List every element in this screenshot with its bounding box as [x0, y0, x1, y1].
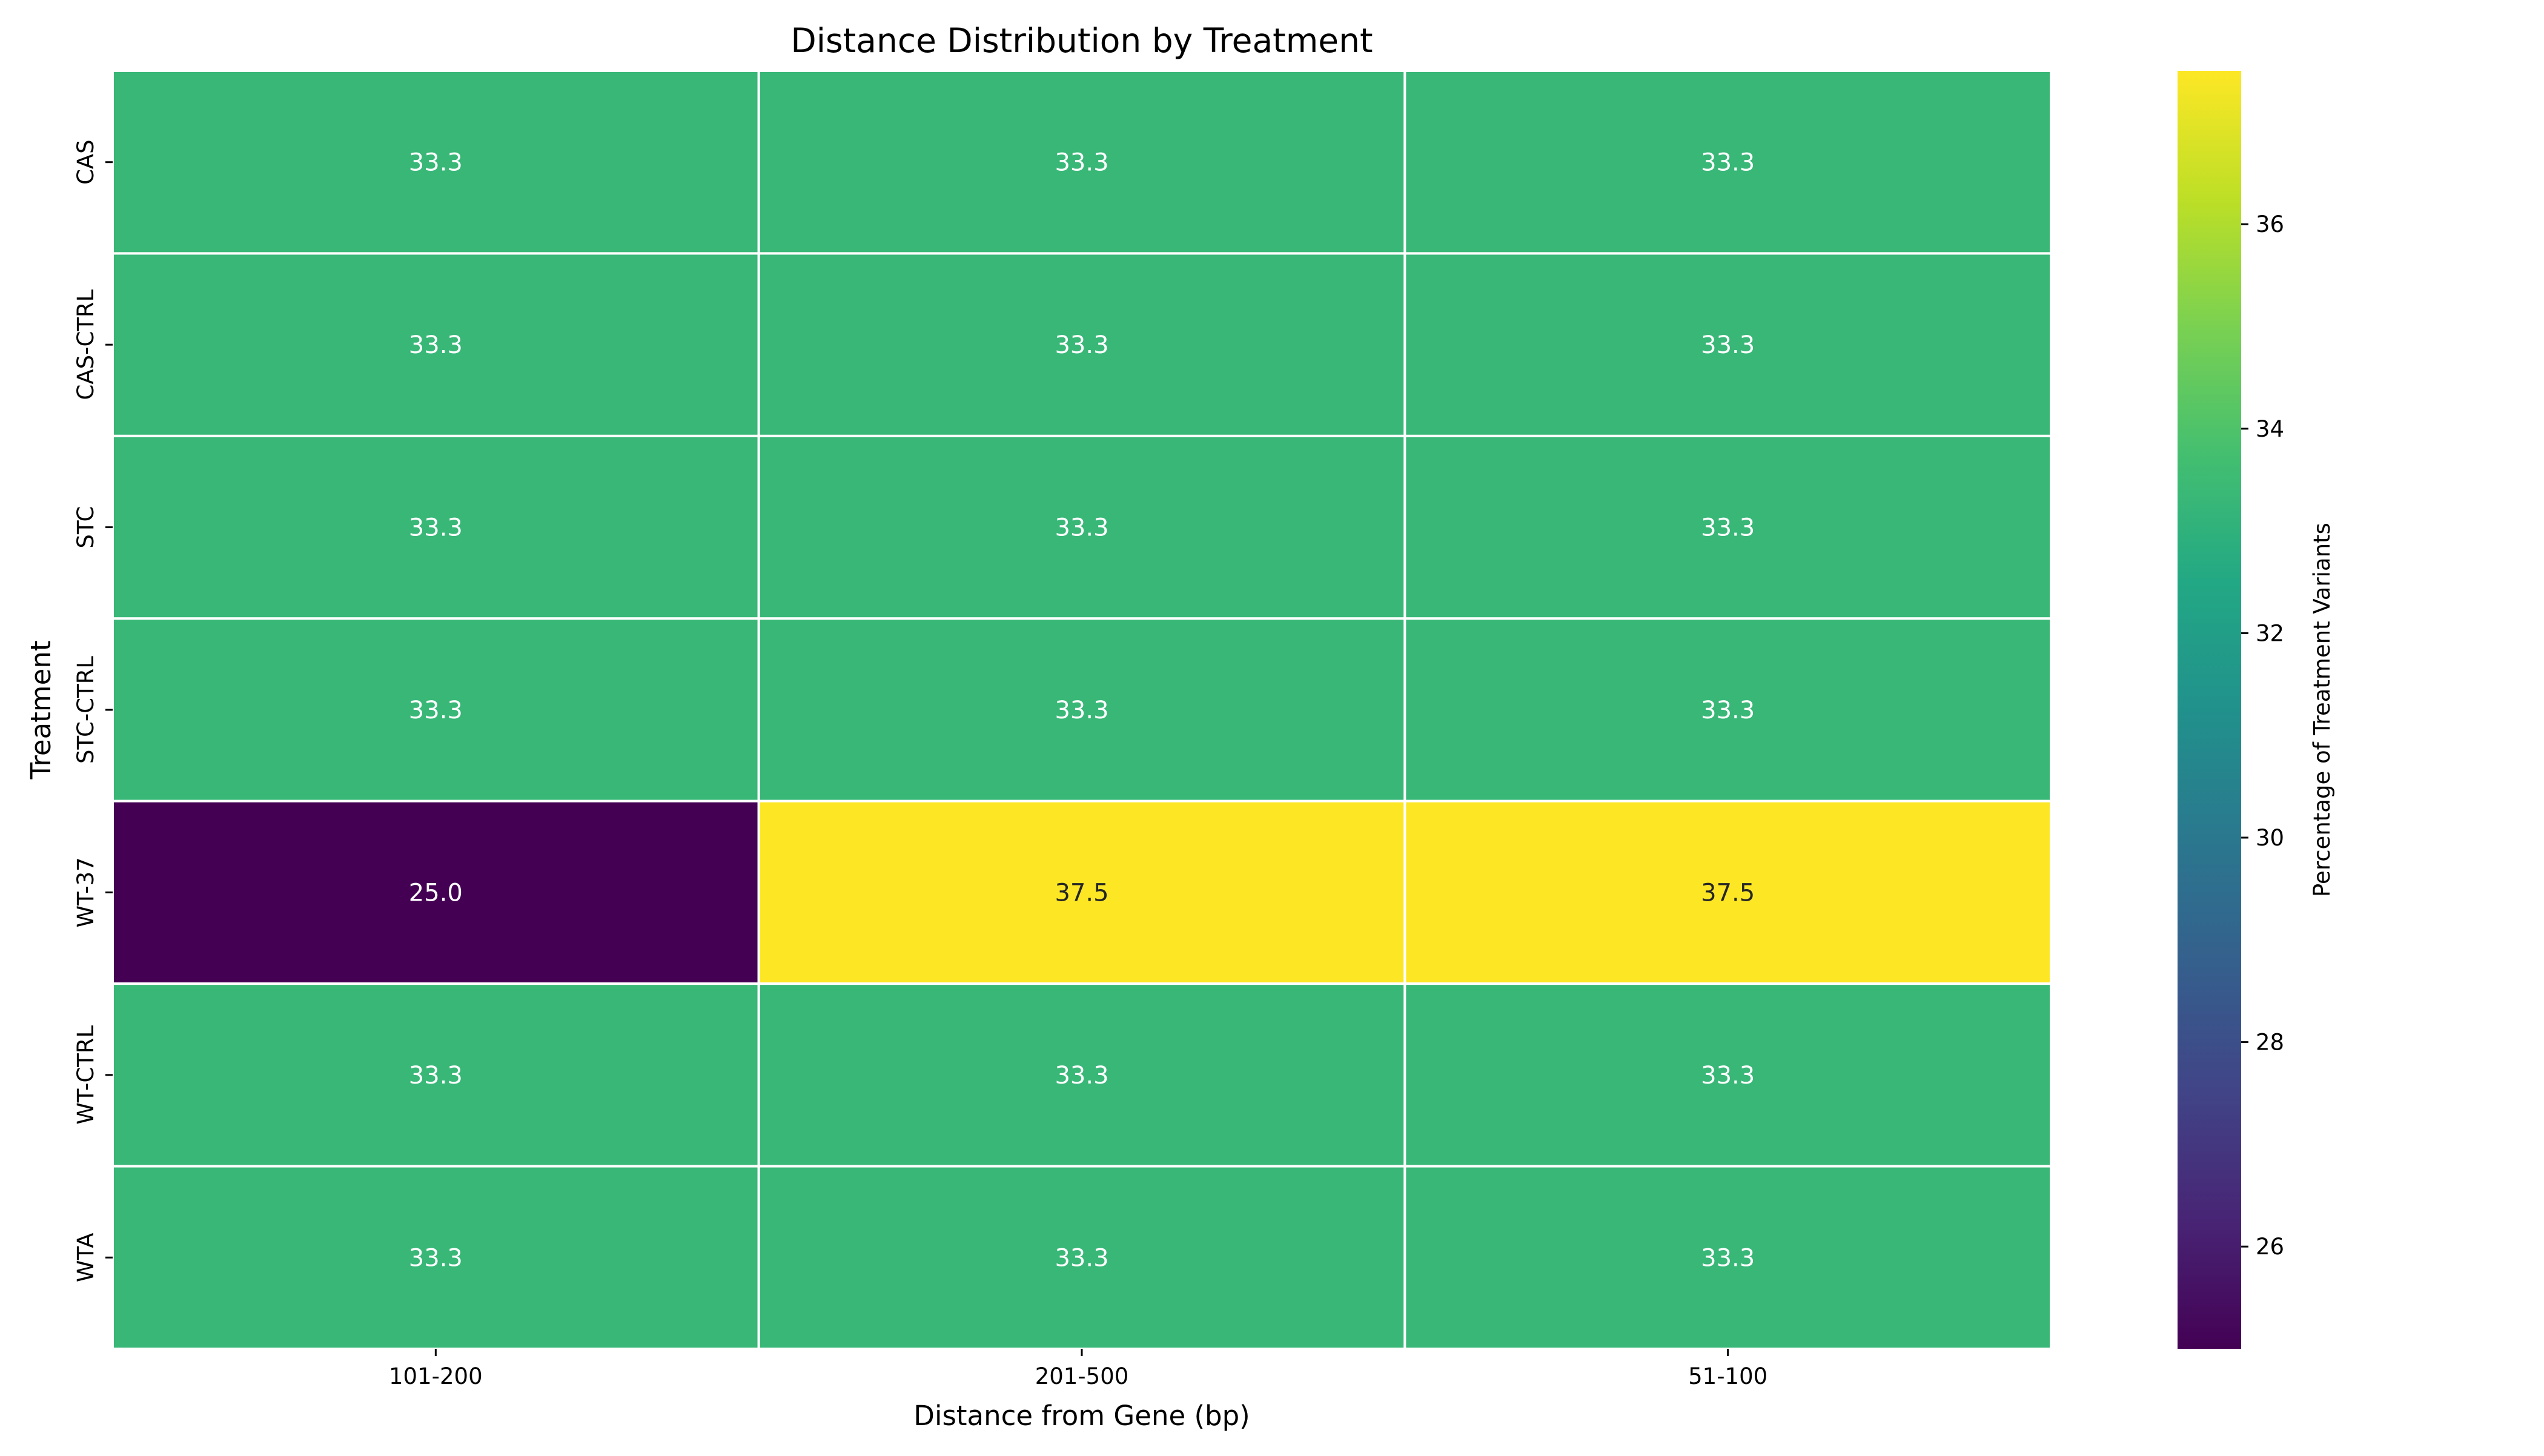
heatmap-cell [1403, 982, 2052, 1168]
y-tick-label: STC-CTRL [73, 656, 99, 764]
heatmap-cell [1403, 1165, 2052, 1350]
x-tick-label: 101-200 [389, 1363, 483, 1389]
heatmap-cell [111, 70, 760, 255]
y-axis: CAS CAS-CTRL STC STC-CTRL WT-37 WT-CTRL WTA [73, 139, 113, 1282]
cell-value-label: 33.3 [1701, 1244, 1755, 1272]
heatmap-cell [111, 1165, 760, 1350]
cell-value-label: 33.3 [1055, 697, 1108, 724]
cell-value-label: 33.3 [1701, 331, 1755, 359]
colorbar-tick-label: 34 [2256, 416, 2284, 442]
cell-value-label: 33.3 [1701, 1062, 1755, 1090]
heatmap-cell [757, 434, 1406, 620]
y-tick-label: WT-37 [73, 857, 99, 927]
heatmap-cell [111, 617, 760, 802]
y-tick-label: WTA [73, 1233, 99, 1282]
colorbar-tick-label: 32 [2256, 620, 2284, 646]
heatmap-cell [111, 799, 760, 985]
y-tick-label: CAS [73, 139, 99, 185]
heatmap-cell [1403, 799, 2052, 985]
x-tick-label: 201-500 [1035, 1363, 1129, 1389]
heatmap-cell [757, 799, 1406, 985]
cell-value-label: 33.3 [1055, 1244, 1108, 1272]
cell-value-labels: 33.3 33.3 33.3 33.3 33.3 33.3 33.3 33.3 33.3 33.3… [409, 149, 1755, 1272]
cell-value-label: 37.5 [1055, 879, 1108, 907]
cell-value-label: 33.3 [1055, 1062, 1108, 1090]
cell-value-label: 33.3 [1701, 149, 1755, 177]
colorbar-tick-label: 36 [2256, 211, 2284, 237]
heatmap-cell [757, 252, 1406, 437]
heatmap-cell [111, 252, 760, 437]
cell-value-label: 37.5 [1701, 879, 1755, 907]
colorbar-gradient [2178, 71, 2241, 1349]
y-tick-label: WT-CTRL [73, 1025, 99, 1125]
heatmap-cell [757, 1165, 1406, 1350]
colorbar: 26 28 30 32 34 36 [2178, 71, 2284, 1349]
heatmap-cell [1403, 617, 2052, 802]
heatmap-cell [757, 70, 1406, 255]
cell-value-label: 33.3 [409, 1244, 463, 1272]
cell-value-label: 33.3 [409, 514, 463, 542]
x-axis: 101-200 201-500 51-100 [389, 1349, 1767, 1389]
cell-value-label: 33.3 [409, 331, 463, 359]
y-axis-label: Treatment [25, 641, 57, 780]
cell-value-label: 33.3 [409, 697, 463, 724]
cell-value-label: 33.3 [1055, 149, 1108, 177]
x-tick-label: 51-100 [1688, 1363, 1767, 1389]
cell-value-label: 33.3 [1701, 697, 1755, 724]
colorbar-ticks: 26 28 30 32 34 36 [2241, 211, 2284, 1260]
chart-title: Distance Distribution by Treatment [790, 21, 1373, 60]
x-axis-label: Distance from Gene (bp) [913, 1400, 1250, 1432]
heatmap-cell [1403, 252, 2052, 437]
cell-value-label: 33.3 [1055, 331, 1108, 359]
heatmap-cells [111, 70, 2052, 1350]
cell-value-label: 33.3 [1055, 514, 1108, 542]
colorbar-tick-label: 30 [2256, 825, 2284, 851]
heatmap-cell [757, 982, 1406, 1168]
cell-value-label: 33.3 [1701, 514, 1755, 542]
colorbar-tick-label: 28 [2256, 1030, 2284, 1056]
heatmap-cell [1403, 70, 2052, 255]
y-tick-label: STC [73, 506, 99, 549]
y-tick-label: CAS-CTRL [73, 289, 99, 400]
colorbar-label: Percentage of Treatment Variants [2309, 523, 2335, 897]
colorbar-tick-label: 26 [2256, 1234, 2284, 1260]
cell-value-label: 33.3 [409, 1062, 463, 1090]
cell-value-label: 25.0 [409, 879, 463, 907]
cell-value-label: 33.3 [409, 149, 463, 177]
